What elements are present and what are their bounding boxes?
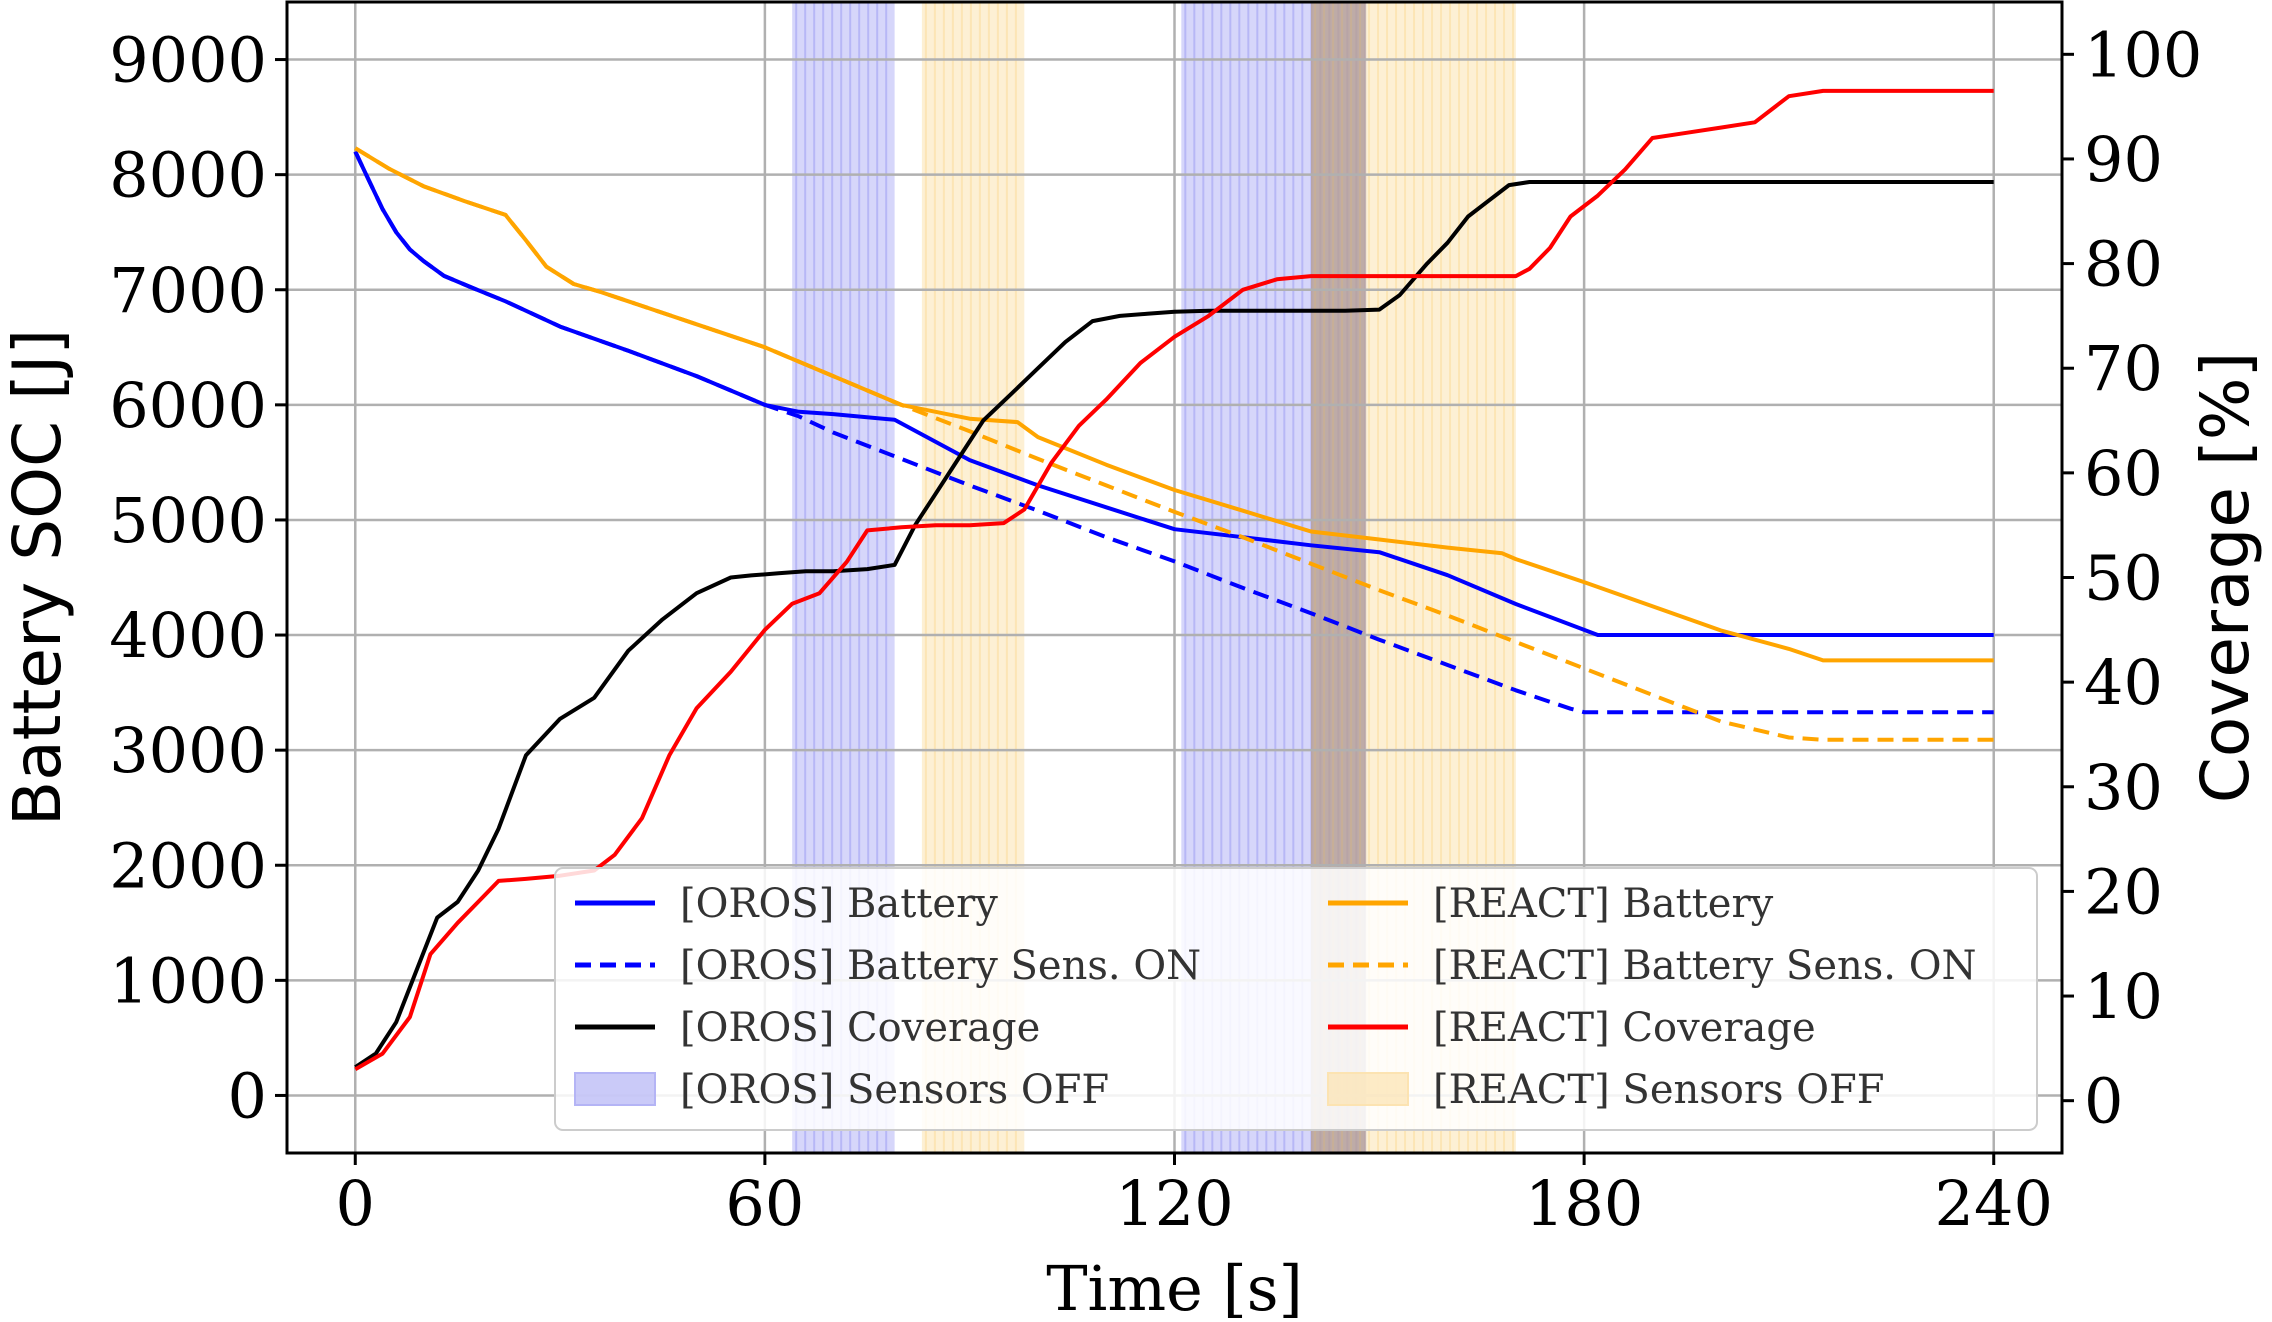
legend-item-oros-battery-sens-on: [OROS] Battery Sens. ON (575, 943, 1201, 989)
legend-label: [REACT] Sensors OFF (1433, 1067, 1885, 1113)
legend-item-react-battery-sens-on: [REACT] Battery Sens. ON (1328, 943, 1977, 989)
legend-box (554, 867, 2038, 1131)
legend-item-oros-sensors-off: [OROS] Sensors OFF (574, 1067, 1109, 1113)
y-tick-label: 1000 (109, 944, 267, 1017)
x-tick-label: 60 (725, 1167, 804, 1240)
legend-item-oros-coverage: [OROS] Coverage (575, 1005, 1040, 1051)
y2-tick-label: 50 (2084, 542, 2163, 615)
y-tick-label: 0 (228, 1059, 267, 1132)
series-line-oros-battery-sens-on (353, 150, 1994, 715)
y-tick-label: 7000 (109, 254, 267, 327)
y2-tick-label: 20 (2084, 855, 2163, 928)
legend-item-oros-battery: [OROS] Battery (575, 881, 998, 927)
y2-tick-label: 40 (2084, 646, 2163, 719)
legend-item-react-sensors-off: [REACT] Sensors OFF (1327, 1067, 1885, 1113)
y2-axis-title: Coverage [%] (2187, 352, 2264, 803)
legend-label: [REACT] Battery (1433, 881, 1774, 927)
legend-label: [REACT] Coverage (1433, 1005, 1816, 1051)
y2-tick-label: 90 (2084, 123, 2163, 196)
series-line-react-battery-sens-on (354, 146, 1994, 742)
legend-item-react-coverage: [REACT] Coverage (1328, 1005, 1816, 1051)
x-tick-label: 240 (1935, 1167, 2053, 1240)
legend-label: [OROS] Battery Sens. ON (680, 943, 1201, 989)
x-axis-title: Time [s] (1046, 1252, 1303, 1322)
series-lines (353, 88, 1994, 1072)
legend-label: [OROS] Sensors OFF (680, 1067, 1109, 1113)
y-tick-label: 6000 (109, 369, 267, 442)
y2-tick-label: 60 (2084, 437, 2163, 510)
legend: [OROS] Battery [REACT] Battery [OROS] Batt… (554, 867, 2038, 1131)
legend-label: [REACT] Battery Sens. ON (1433, 943, 1977, 989)
ticks: 0 60 120 180 2400100020003000400050006000700… (109, 18, 2202, 1240)
y2-tick-label: 0 (2084, 1065, 2123, 1138)
x-tick-label: 180 (1525, 1167, 1643, 1240)
y2-tick-label: 80 (2084, 228, 2163, 301)
x-tick-label: 120 (1115, 1167, 1233, 1240)
y-tick-label: 8000 (109, 139, 267, 212)
y-tick-label: 3000 (109, 714, 267, 787)
y-tick-label: 9000 (109, 24, 267, 97)
y-tick-label: 2000 (109, 829, 267, 902)
legend-swatch (574, 1072, 656, 1106)
legend-swatch (1327, 1072, 1409, 1106)
y2-tick-label: 10 (2084, 960, 2163, 1033)
x-tick-label: 0 (336, 1167, 375, 1240)
legend-label: [OROS] Coverage (680, 1005, 1040, 1051)
legend-item-react-battery: [REACT] Battery (1328, 881, 1774, 927)
y-axis-title: Battery SOC [J] (0, 329, 76, 826)
legend-label: [OROS] Battery (680, 881, 998, 927)
y2-tick-label: 30 (2084, 751, 2163, 824)
y-tick-label: 5000 (109, 484, 267, 557)
series-line-oros-coverage (354, 180, 1994, 1069)
y2-tick-label: 100 (2084, 18, 2202, 91)
y-tick-label: 4000 (109, 599, 267, 672)
y2-tick-label: 70 (2084, 332, 2163, 405)
